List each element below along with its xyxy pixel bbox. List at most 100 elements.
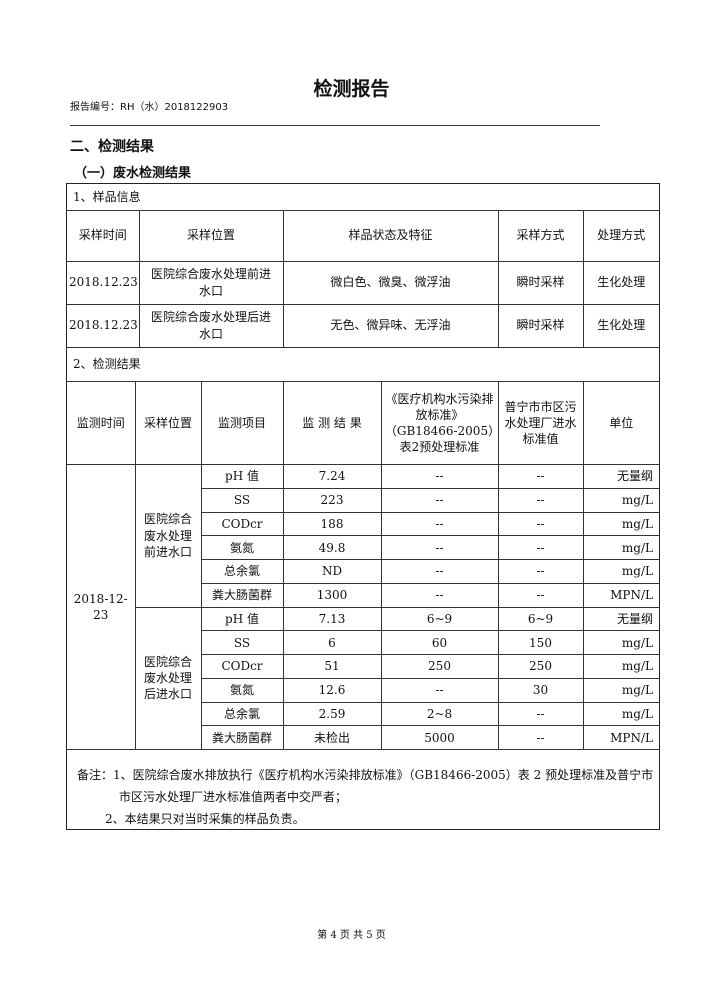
table-cell: --: [497, 487, 584, 513]
table-cell: 监测时间: [67, 381, 136, 465]
header-row: 监测时间 采样位置 监测项目监 测 结 果《医疗机构水污染排放标准》（GB18466…: [67, 381, 659, 465]
note-1-cont: 市区污水处理厂进水标准值两者中交严者；: [119, 790, 348, 804]
page-title: 检测报告: [313, 78, 390, 100]
table-row: 2018.12.23 医院综合废水处理后进水口 无色、微异味、无浮油 瞬时采样 生化处理: [67, 303, 659, 348]
table-cell: 6~9: [380, 606, 499, 632]
table-cell: mg/L: [582, 511, 659, 537]
table-cell: 监测项目: [200, 381, 284, 465]
table-cell: pH 值: [200, 606, 284, 632]
header-row: 采样时间 采样位置 样品状态及特征 采样方式 处理方式: [67, 209, 659, 262]
table-cell: 采样方式: [497, 209, 584, 262]
subsection-heading: （一）废水检测结果: [74, 166, 192, 181]
table-row: CODcr 188 -- -- mg/L: [67, 511, 659, 537]
table-row: SS 6 60 150 mg/L: [67, 630, 659, 655]
table-cell: SS: [201, 630, 284, 655]
table-row: 粪大肠菌群 未检出 5000 -- MPN/L: [67, 725, 659, 750]
table-row: 氨氮 49.8 -- -- mg/L: [67, 535, 659, 560]
table-cell: mg/L: [582, 487, 659, 513]
table-cell: --: [380, 487, 499, 513]
divider: [70, 125, 600, 126]
table-cell: 未检出: [282, 725, 382, 750]
table-cell: mg/L: [582, 630, 659, 655]
table-cell: 医院综合废水处理后进水口: [138, 303, 284, 348]
table-cell: 瞬时采样: [497, 260, 584, 305]
table-cell: 无量纲: [582, 464, 659, 489]
note-1: 备注：1、医院综合废水排放执行《医疗机构水污染排放标准》（GB18466-200…: [77, 768, 654, 782]
report-number: 报告编号：RH（水）2018122903: [70, 102, 229, 113]
table-cell: 250: [497, 654, 584, 679]
table-cell: 医院综合废水处理前进水口: [134, 464, 202, 608]
table-cell: MPN/L: [582, 582, 659, 608]
table-cell: 30: [497, 677, 584, 703]
table-cell: 5000: [380, 725, 499, 750]
table-cell: mg/L: [582, 535, 659, 560]
table-cell: 处理方式: [582, 209, 659, 262]
caption-row: 1、样品信息: [67, 184, 659, 211]
table-cell: 氨氮: [201, 535, 284, 560]
page-number: 第 4 页 共 5 页: [317, 930, 386, 941]
table-cell: --: [497, 464, 584, 489]
note-2: 2、本结果只对当时采集的样品负责。: [105, 812, 305, 826]
table-cell: 监 测 结 果: [282, 381, 382, 465]
table-cell: 粪大肠菌群: [201, 582, 284, 608]
table-cell: MPN/L: [582, 725, 659, 750]
table-cell: 采样位置: [134, 381, 202, 465]
table-cell: 49.8: [282, 535, 382, 560]
table-cell: 无量纲: [582, 606, 659, 632]
table-cell: 60: [380, 630, 499, 655]
sample-info-table: 1、样品信息 采样时间 采样位置 样品状态及特征 采样方式 处理方式 2018.12.23 医…: [67, 184, 659, 348]
table-cell: 7.13: [282, 606, 382, 632]
table-cell: 2.59: [282, 701, 382, 727]
table-cell: 总余氯: [201, 701, 284, 727]
table-cell: 无色、微异味、无浮油: [282, 303, 499, 348]
table-cell: --: [497, 535, 584, 560]
table-cell: 医院综合废水处理后进水口: [135, 606, 202, 750]
table-cell: 6~9: [497, 606, 584, 632]
table-cell: 样品状态及特征: [282, 209, 499, 262]
table-cell: 1、样品信息: [67, 184, 659, 211]
table-cell: 微白色、微臭、微浮油: [282, 260, 499, 305]
table-cell: 2、检测结果: [67, 347, 659, 382]
table-cell: --: [380, 582, 499, 608]
table-cell: 6: [282, 630, 382, 655]
table-cell: CODcr: [201, 511, 284, 537]
table-row: 氨氮 12.6 -- 30 mg/L: [67, 677, 659, 703]
table-cell: --: [380, 535, 499, 560]
table-cell: --: [380, 559, 499, 584]
table-cell: 2018.12.23: [67, 260, 140, 305]
table-cell: --: [497, 559, 584, 584]
table-cell: 《医疗机构水污染排放标准》（GB18466-2005）表2预处理标准: [380, 381, 499, 465]
table-row: 粪大肠菌群 1300 -- -- MPN/L: [67, 582, 659, 608]
table-cell: --: [380, 464, 499, 489]
table-cell: mg/L: [582, 654, 659, 679]
table-row: 总余氯 ND -- -- mg/L: [67, 559, 659, 584]
table-cell: 2018-12-23: [67, 464, 136, 750]
table-cell: 12.6: [282, 677, 382, 703]
table-cell: 生化处理: [582, 260, 659, 305]
table-cell: --: [497, 701, 584, 727]
table-cell: --: [380, 511, 499, 537]
table-cell: 2~8: [380, 701, 499, 727]
table-row: 总余氯 2.59 2~8 -- mg/L: [67, 701, 659, 727]
table-cell: 51: [282, 654, 382, 679]
table-cell: 单位: [582, 381, 659, 465]
table-cell: 采样位置: [138, 209, 284, 262]
table-cell: 总余氯: [201, 559, 284, 584]
results-box: 1、样品信息 采样时间 采样位置 样品状态及特征 采样方式 处理方式 2018.12.23 医…: [66, 183, 660, 830]
table-cell: pH 值: [200, 464, 284, 489]
table-row: 2018.12.23 医院综合废水处理前进水口 微白色、微臭、微浮油 瞬时采样 生化处理: [67, 260, 659, 305]
table-cell: 1300: [282, 582, 382, 608]
table-cell: --: [497, 725, 584, 750]
table-cell: SS: [201, 487, 284, 513]
table-cell: 223: [282, 487, 382, 513]
table-cell: 188: [282, 511, 382, 537]
table-cell: --: [497, 582, 584, 608]
table-row: CODcr 51 250 250 mg/L: [67, 654, 659, 679]
table-cell: 2018.12.23: [67, 303, 140, 348]
section-heading: 二、检测结果: [70, 139, 154, 155]
table-cell: 150: [497, 630, 584, 655]
table-row: 医院综合废水处理后进水口 pH 值 7.13 6~9 6~9 无量纲: [67, 606, 659, 750]
caption-row: 2、检测结果: [67, 347, 659, 382]
table-cell: 生化处理: [582, 303, 659, 348]
results-table: 2、检测结果 监测时间 采样位置 监测项目监 测 结 果《医疗机构水污染排放标准》（G…: [67, 347, 659, 750]
